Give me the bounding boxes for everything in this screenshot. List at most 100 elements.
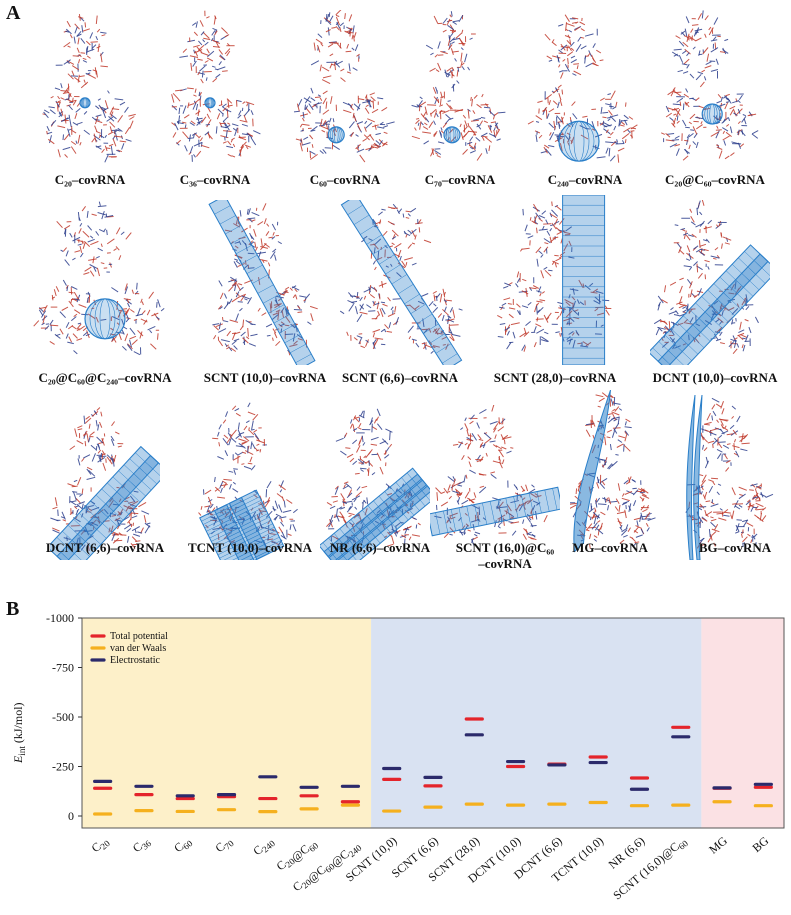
rna-bond — [314, 96, 321, 98]
rna-bond — [56, 220, 63, 229]
rna-bond — [322, 148, 327, 154]
rna-bond — [346, 453, 354, 458]
rna-bond — [432, 345, 440, 348]
rna-bond — [714, 247, 719, 251]
rna-bond — [182, 48, 188, 53]
rna-bond — [109, 121, 116, 128]
rna-bond — [225, 527, 233, 532]
rna-bond — [544, 242, 549, 245]
rna-bond — [234, 241, 240, 244]
rna-bond — [548, 59, 553, 62]
rna-bond — [689, 73, 695, 79]
rna-bond — [74, 309, 81, 315]
rna-bond — [536, 317, 539, 322]
rna-bond — [742, 519, 749, 523]
rna-bond — [742, 114, 746, 117]
rna-bond — [458, 37, 465, 46]
rna-bond — [674, 91, 682, 94]
nanotube-molecule-lattice — [689, 309, 707, 327]
fullerene-molecule-mesh — [563, 120, 595, 162]
rna-bond — [549, 131, 555, 141]
rna-bond — [353, 103, 361, 110]
rna-bond — [567, 58, 569, 65]
rna-bond — [103, 228, 107, 232]
rna-bond — [704, 15, 709, 21]
rna-bond — [362, 442, 366, 446]
rna-bond — [57, 509, 59, 517]
nanotube-molecule-lattice — [204, 514, 232, 529]
rna-bond — [194, 50, 199, 57]
structure-illustration — [50, 407, 160, 560]
rna-bond — [74, 428, 78, 437]
rna-bond — [738, 486, 747, 491]
rna-bond — [699, 537, 705, 542]
rna-bond — [232, 481, 237, 485]
rna-bond — [212, 437, 219, 440]
rna-bond — [403, 230, 407, 235]
rna-bond — [515, 283, 519, 288]
rna-bond — [267, 262, 271, 267]
rna-bond — [442, 308, 449, 316]
rna-bond — [202, 32, 210, 39]
rna-bond — [377, 211, 383, 216]
rna-bond — [418, 105, 421, 112]
rna-bond — [218, 442, 221, 447]
rna-bond — [476, 123, 482, 130]
rna-bond — [383, 125, 389, 128]
rna-bond — [234, 258, 239, 261]
rna-bond — [480, 104, 489, 106]
rna-bond — [100, 262, 105, 265]
rna-bond — [194, 88, 197, 93]
rna-bond — [197, 71, 201, 76]
rna-bond — [544, 331, 549, 335]
peapod-nanotube-lattice — [443, 510, 449, 533]
rna-bond — [731, 308, 739, 315]
rna-bond — [65, 250, 69, 257]
rna-bond — [221, 103, 227, 108]
rna-bond — [347, 27, 353, 30]
rna-bond — [633, 500, 637, 507]
rna-bond — [737, 142, 742, 149]
rna-bond — [247, 132, 253, 137]
rna-bond — [493, 127, 496, 131]
rna-bond — [689, 113, 696, 120]
rna-bond — [94, 125, 98, 132]
rna-bond — [346, 71, 352, 74]
rna-bond — [377, 310, 381, 316]
rna-bond — [621, 121, 626, 126]
rna-bond — [395, 488, 398, 492]
rna-bond — [700, 479, 706, 487]
rna-bond — [668, 321, 671, 331]
rna-bond — [737, 108, 741, 114]
rna-bond — [112, 537, 120, 544]
rna-bond — [645, 522, 649, 527]
rna-bond — [641, 492, 647, 497]
rna-bond — [716, 125, 719, 129]
rna-bond — [730, 283, 735, 291]
rna-bond — [101, 438, 104, 442]
rna-bond — [383, 131, 388, 134]
rna-bond — [293, 309, 303, 311]
rna-bond — [114, 98, 124, 101]
rna-bond — [344, 432, 348, 438]
rna-bond — [83, 111, 88, 115]
rna-bond — [719, 508, 723, 511]
rna-bond — [440, 127, 443, 131]
rna-bond — [63, 228, 67, 235]
nanotube-molecule-lattice — [695, 302, 714, 320]
rna-bond — [130, 309, 135, 313]
rna-bond — [322, 120, 327, 126]
rna-bond — [231, 333, 236, 340]
rna-bond — [385, 428, 393, 433]
rna-bond — [627, 527, 631, 532]
nanotube-molecule-lattice — [73, 518, 92, 536]
rna-bond — [616, 139, 618, 143]
rna-bond — [60, 97, 65, 100]
rna-bond — [597, 503, 607, 505]
structure-panel — [40, 10, 140, 170]
rna-bond — [247, 208, 251, 215]
rna-bond — [450, 48, 454, 55]
structure-caption: SCNT (10,0)–covRNA — [203, 370, 327, 385]
rna-bond — [440, 50, 448, 55]
rna-bond — [373, 286, 378, 293]
